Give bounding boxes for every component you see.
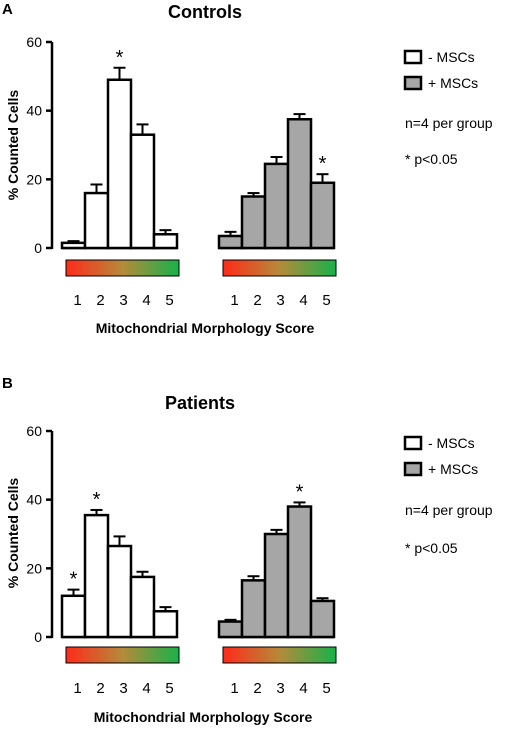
score-gradient-bar — [222, 259, 337, 277]
significance-marker: * — [296, 481, 304, 503]
legend-swatch-plus — [403, 461, 423, 477]
bar — [240, 579, 267, 639]
legend-note-p: * p<0.05 — [405, 151, 458, 167]
x-tick-label: 2 — [253, 292, 261, 309]
score-gradient-bar — [65, 646, 180, 664]
x-tick-label: 2 — [253, 680, 261, 697]
significance-marker: * — [70, 569, 78, 591]
y-tick-label: 0 — [34, 629, 42, 645]
y-tick-label: 0 — [34, 240, 42, 256]
score-gradients — [65, 259, 337, 277]
chart-title: Controls — [168, 2, 242, 22]
x-tick-label: 1 — [230, 292, 238, 309]
bar — [263, 162, 290, 250]
x-tick-label: 5 — [322, 292, 330, 309]
x-tick-label: 5 — [165, 680, 173, 697]
legend-swatch-minus — [403, 435, 423, 451]
bar — [129, 133, 156, 250]
bar — [217, 234, 244, 250]
x-axis-label: Mitochondrial Morphology Score — [96, 320, 315, 336]
x-tick-label: 5 — [165, 292, 173, 309]
legend-note-n: n=4 per group — [405, 502, 493, 518]
legend-swatch-minus — [403, 49, 423, 65]
y-axis-label: % Counted Cells — [5, 90, 21, 201]
x-tick-label: 4 — [142, 680, 150, 697]
bar — [286, 505, 313, 639]
bar — [217, 620, 244, 639]
chart-title: Patients — [165, 393, 235, 413]
significance-marker: * — [319, 153, 327, 175]
score-gradient-bar — [65, 259, 180, 277]
legend: - MSCs + MSCs n=4 per group * p<0.05 — [403, 435, 493, 556]
x-tick-label: 1 — [230, 680, 238, 697]
x-tick-label: 2 — [96, 292, 104, 309]
bar — [60, 241, 87, 250]
y-tick-labels: 0 20 40 60 — [26, 423, 42, 645]
x-tick-label: 1 — [73, 680, 81, 697]
x-tick-label: 2 — [96, 680, 104, 697]
legend-note-n: n=4 per group — [405, 115, 493, 131]
x-tick-label: 3 — [119, 292, 127, 309]
y-tick-label: 20 — [26, 171, 42, 187]
x-tick-label: 4 — [142, 292, 150, 309]
bar — [106, 544, 133, 639]
bar — [240, 195, 267, 250]
legend-label-plus: + MSCs — [428, 461, 478, 477]
panel-label: A — [2, 1, 13, 18]
bar — [309, 181, 336, 250]
significance-marker: * — [93, 489, 101, 511]
panel-label: B — [2, 375, 13, 392]
legend-label-minus: - MSCs — [428, 435, 475, 451]
score-gradient-bar — [222, 646, 337, 664]
bar — [309, 599, 336, 639]
x-tick-label: 1 — [73, 292, 81, 309]
x-axis-label: Mitochondrial Morphology Score — [94, 709, 313, 725]
bar — [286, 118, 313, 250]
legend-note-p: * p<0.05 — [405, 540, 458, 556]
y-axis-label: % Counted Cells — [5, 478, 21, 589]
legend: - MSCs + MSCs n=4 per group * p<0.05 — [403, 49, 493, 167]
y-tick-label: 40 — [26, 492, 42, 508]
y-tick-labels: 0 20 40 60 — [26, 34, 42, 256]
y-tick-label: 40 — [26, 103, 42, 119]
bar — [83, 191, 110, 250]
bar — [152, 233, 179, 250]
x-tick-label: 3 — [276, 680, 284, 697]
bar — [83, 513, 110, 639]
x-tick-label: 4 — [299, 680, 307, 697]
panel-patients: B Patients % Counted Cells 0 20 40 60 * * * 1… — [2, 375, 493, 725]
legend-label-minus: - MSCs — [428, 49, 475, 65]
legend-label-plus: + MSCs — [428, 75, 478, 91]
bars: * * * — [60, 481, 336, 639]
bar — [106, 78, 133, 250]
x-tick-label: 4 — [299, 292, 307, 309]
y-tick-label: 60 — [26, 34, 42, 50]
bar — [152, 610, 179, 639]
y-tick-label: 20 — [26, 560, 42, 576]
x-tick-label: 5 — [322, 680, 330, 697]
x-tick-label: 3 — [276, 292, 284, 309]
bar — [263, 532, 290, 639]
bar — [60, 594, 87, 639]
legend-swatch-plus — [403, 75, 423, 91]
score-gradients — [65, 646, 337, 664]
bars: ** — [60, 47, 336, 250]
x-tick-label: 3 — [119, 680, 127, 697]
significance-marker: * — [116, 47, 124, 69]
y-tick-label: 60 — [26, 423, 42, 439]
bar — [129, 575, 156, 639]
